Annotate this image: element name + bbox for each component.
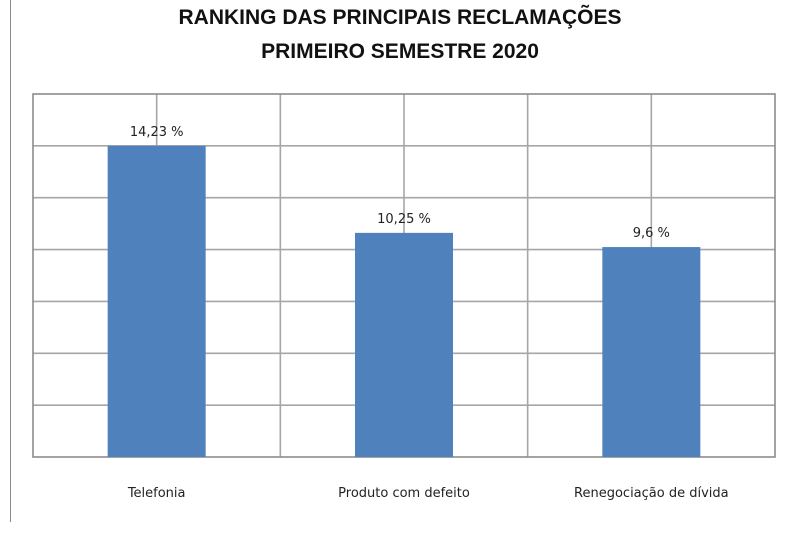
bar-0 — [107, 145, 206, 457]
chart-title: RANKING DAS PRINCIPAIS RECLAMAÇÕES — [178, 6, 622, 29]
left-border-line — [10, 0, 11, 522]
x-tick-label-1: Produto com defeito — [338, 486, 470, 501]
x-tick-label-2: Renegociação de dívida — [574, 486, 729, 501]
x-axis-tick-labels: Telefonia Produto com defeito Renegociação… — [127, 486, 729, 501]
data-label-1: 10,25 % — [377, 212, 431, 227]
data-labels: 14,23 % 10,25 % 9,6 % — [130, 125, 670, 241]
bars — [107, 145, 701, 457]
data-label-2: 9,6 % — [633, 226, 670, 241]
chart-subtitle: PRIMEIRO SEMESTRE 2020 — [261, 40, 539, 63]
bar-1 — [355, 232, 453, 457]
data-label-0: 14,23 % — [130, 125, 184, 140]
x-tick-label-0: Telefonia — [127, 486, 186, 501]
bar-2 — [602, 247, 701, 457]
